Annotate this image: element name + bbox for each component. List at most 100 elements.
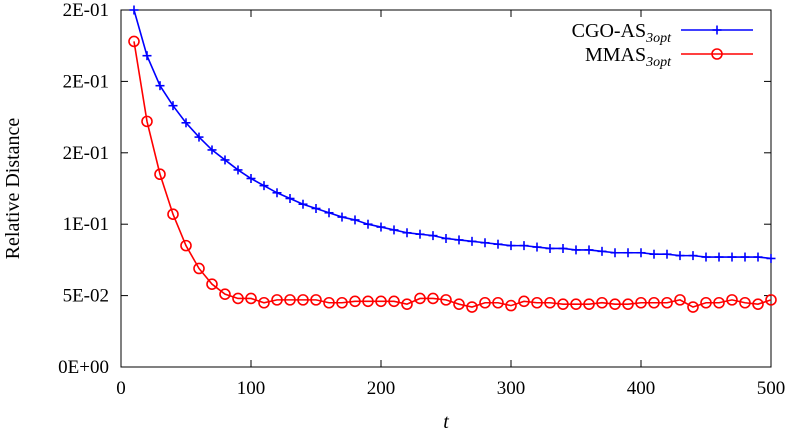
data-point-circle [336,296,348,309]
y-tick-label: 2E-01 [63,0,109,21]
data-point-circle [271,294,283,306]
x-axis: 0 100 200 300 400 500 [116,10,785,399]
data-point-plus [311,203,321,213]
legend-label-name: CGO-AS [572,20,646,42]
data-point-circle [193,262,205,275]
data-point-circle [362,295,374,308]
data-point-plus [285,193,295,203]
data-point-circle [570,298,582,310]
data-point-plus [480,238,490,248]
data-point-plus [688,251,698,261]
data-point-plus [636,248,646,258]
data-point-circle [388,295,400,308]
data-point-plus [597,246,607,256]
plot-border [120,9,772,368]
y-tick-label: 1E-01 [63,214,109,235]
data-point-circle [505,299,517,312]
data-point-plus [506,241,516,251]
data-point-plus [233,165,243,175]
data-point-plus [662,249,672,259]
data-point-circle [154,168,166,181]
data-point-circle [284,294,296,306]
data-point-plus [675,251,685,261]
legend-label-subscript: 3opt [645,55,672,70]
data-point-plus [649,249,659,259]
x-tick-label: 500 [757,378,786,399]
data-point-plus [363,219,373,229]
data-point-plus [350,215,360,225]
y-axis: 0E+00 5E-02 1E-01 2E-01 2E-01 2E-01 [58,0,771,378]
data-point-plus [220,155,230,165]
data-point-circle [206,278,218,290]
data-point-plus [337,212,347,222]
series-mmas [128,35,777,313]
data-point-circle [661,296,673,309]
data-point-plus [753,252,763,262]
data-point-circle [492,296,504,309]
data-point-plus [155,81,165,91]
data-point-plus [766,253,776,263]
data-point-circle [310,294,322,306]
data-point-circle [349,295,361,308]
data-point-plus [298,199,308,209]
data-point-circle [479,296,491,309]
data-point-circle [427,292,439,305]
legend-marker-circle [711,48,723,60]
series-line-mmas [133,41,772,308]
x-tick-label: 200 [367,378,396,399]
data-point-circle [596,296,608,309]
data-point-plus [428,231,438,241]
data-point-plus [519,241,529,251]
data-point-plus [324,208,334,218]
y-tick-label: 0E+00 [58,357,109,378]
data-point-plus [441,233,451,243]
data-point-circle [518,295,530,308]
data-point-plus [272,188,282,198]
data-point-circle [622,298,634,310]
data-point-plus [415,229,425,239]
data-point-plus [454,235,464,245]
data-point-circle [453,298,465,310]
legend-label: MMAS3opt [585,44,672,70]
data-point-plus [610,248,620,258]
x-tick-label: 400 [627,378,656,399]
y-tick-label: 2E-01 [63,71,109,92]
x-axis-title: t [443,411,449,431]
data-point-circle [700,296,712,309]
data-point-circle [635,296,647,309]
data-point-plus [584,245,594,255]
series-layer [128,5,777,313]
data-point-plus [701,252,711,262]
legend-item-cgo-as: CGO-AS3opt [572,20,753,46]
data-point-plus [142,51,152,61]
data-point-circle [232,292,244,305]
x-tick-label: 100 [237,378,266,399]
data-point-circle [765,294,777,306]
data-point-plus [558,243,568,253]
data-point-circle [167,208,179,221]
data-point-plus [571,245,581,255]
data-point-plus [493,239,503,249]
data-point-circle [531,296,543,309]
legend-label-name: MMAS [585,44,646,66]
data-point-plus [532,242,542,252]
data-point-circle [375,295,387,308]
data-point-circle [245,292,257,305]
data-point-plus [714,252,724,262]
data-point-circle [401,298,413,310]
data-point-circle [414,292,426,305]
data-point-circle [713,296,725,309]
data-point-circle [648,296,660,309]
data-point-circle [739,296,751,309]
data-point-circle [440,294,452,306]
data-point-plus [246,174,256,184]
data-point-plus [623,248,633,258]
data-point-plus [129,5,139,15]
data-point-plus [259,181,269,191]
legend-item-mmas: MMAS3opt [585,44,753,70]
data-point-circle [297,294,309,306]
data-point-plus [740,252,750,262]
data-point-circle [466,301,478,313]
